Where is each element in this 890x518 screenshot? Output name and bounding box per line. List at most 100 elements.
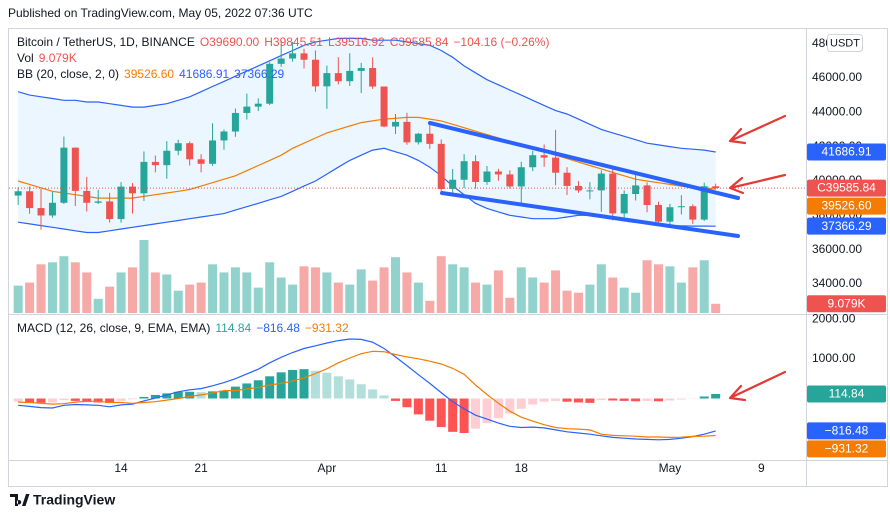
candle-body [140, 161, 148, 194]
arrows [728, 114, 787, 402]
price-tag-label: 114.84 [829, 387, 865, 401]
currency-label[interactable]: USDT [830, 37, 860, 49]
candle-body [163, 150, 171, 166]
candle-body [334, 73, 342, 82]
volume-bar [105, 286, 115, 313]
price-tag-label: C39585.84 [817, 181, 876, 195]
volume-bar [608, 277, 618, 313]
candle-body [346, 70, 354, 82]
candle-body [712, 186, 720, 189]
histogram-bar [219, 390, 229, 399]
volume-bar [368, 280, 378, 313]
volume-bar [219, 272, 229, 313]
histogram-bar [608, 398, 618, 401]
histogram-bar [82, 398, 92, 403]
histogram-bar [242, 383, 252, 399]
histogram-bar [25, 398, 35, 403]
candle-body [586, 190, 594, 192]
candle-body [231, 112, 239, 132]
candle-body [540, 155, 548, 158]
histogram-bar [482, 398, 492, 424]
volume-bar [448, 264, 458, 313]
candle-body [620, 194, 628, 214]
candle-body [266, 63, 274, 104]
price-tag [807, 440, 886, 458]
currency-button[interactable]: USDT [827, 34, 863, 52]
y-tick-label: 1000.00 [812, 351, 856, 365]
symbol: Bitcoin / TetherUS, 1D, BINANCE [17, 35, 195, 49]
histogram-bar [596, 398, 606, 401]
candle-body [494, 171, 502, 175]
drawings [428, 114, 787, 402]
arrow [728, 173, 787, 195]
volume-bar [242, 272, 252, 313]
price-tag [807, 197, 886, 215]
histogram-bar [127, 398, 137, 400]
volume-bar [459, 267, 469, 313]
histogram-bar [162, 393, 172, 399]
histogram-bar [642, 398, 652, 401]
candle-body [414, 133, 422, 143]
volume-bar [402, 272, 412, 313]
candle-body [677, 206, 685, 208]
histogram-bar [368, 389, 378, 399]
signal-line [18, 350, 716, 439]
x-tick-label: 21 [194, 461, 208, 475]
volume-bar [276, 277, 286, 313]
histogram-bar [356, 384, 366, 399]
volume-bar [631, 292, 641, 313]
candle-body [460, 161, 468, 180]
candle-body [14, 191, 22, 196]
footer-brand: TradingView [33, 492, 115, 508]
volume-name: Vol [17, 51, 34, 65]
trend-line [440, 191, 740, 238]
histogram-bar [390, 398, 400, 401]
legend-row: Bitcoin / TetherUS, 1D, BINANCE O39690.00… [17, 34, 554, 50]
price-tag-label: 9.079K [827, 296, 865, 310]
y-tick-label: 2000.00 [812, 311, 856, 325]
histogram-bar [230, 386, 240, 399]
candle-body [654, 204, 662, 222]
histogram-bar [573, 398, 583, 403]
volume-value: 9.079K [38, 51, 77, 65]
button-frame[interactable] [827, 34, 863, 52]
volume-bar [288, 284, 298, 313]
x-tick-label: 18 [515, 461, 529, 475]
footer: TradingView [10, 492, 115, 508]
price-tag-label: −931.32 [825, 442, 869, 456]
candle-body [197, 159, 205, 164]
ohlc: H39845.51 [264, 35, 323, 49]
price-tags: 41686.91 C39585.84 39526.60 37366.29 9.079K 1… [807, 143, 886, 458]
volume-bar [482, 284, 492, 313]
candle-body [689, 206, 697, 220]
histogram-bar [448, 398, 458, 432]
volume-bar [196, 282, 206, 313]
volume-bar [425, 300, 435, 313]
arrow [728, 114, 787, 145]
candle-body [220, 131, 228, 141]
candle-body [254, 103, 262, 107]
bb-upper [17, 37, 716, 153]
candle-body [632, 185, 640, 195]
candle-body [369, 67, 377, 87]
histogram-bar [13, 398, 23, 402]
volume-bar [345, 284, 355, 313]
histogram-bar [699, 396, 709, 399]
volume-bar [493, 270, 503, 313]
volume-bar [208, 264, 218, 313]
price-tag [807, 422, 886, 440]
histogram-bar [265, 376, 275, 399]
histogram-bar [402, 398, 412, 408]
histogram-bar [253, 380, 263, 399]
price-tag-label: 39526.60 [821, 199, 871, 213]
histogram-bar [208, 391, 218, 399]
volume-bar [573, 292, 583, 313]
candle-body [128, 186, 136, 194]
candle-body [574, 185, 582, 191]
candle-body [472, 161, 480, 182]
volume-bar [711, 303, 721, 313]
volume-bar [596, 264, 606, 313]
volume-bar [653, 264, 663, 313]
candle-body [357, 67, 365, 71]
histogram-bar [345, 379, 355, 399]
